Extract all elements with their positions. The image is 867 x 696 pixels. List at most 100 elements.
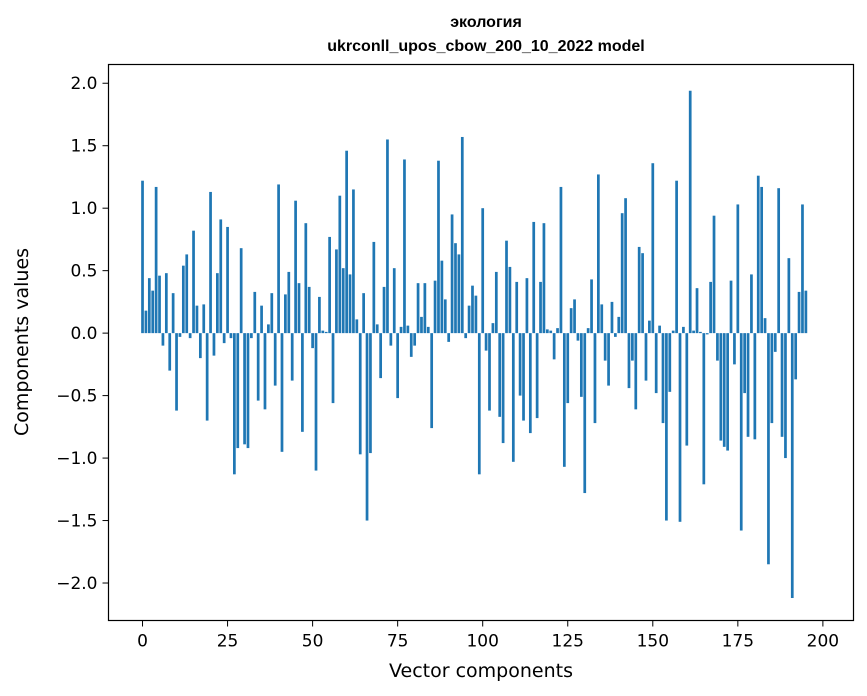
bar <box>477 333 481 475</box>
bar <box>508 266 512 334</box>
bar <box>484 333 488 351</box>
bar <box>505 240 508 334</box>
bar <box>753 333 757 440</box>
bar <box>528 333 532 434</box>
x-tick-label: 200 <box>807 632 839 652</box>
y-tick-label: 0.0 <box>70 324 97 344</box>
bar <box>348 274 352 334</box>
bar <box>607 333 610 386</box>
bar <box>600 304 604 334</box>
bar <box>464 333 468 339</box>
bar <box>352 189 355 334</box>
bar <box>202 304 206 334</box>
bar <box>168 333 172 371</box>
bar <box>627 333 631 389</box>
bar <box>535 333 539 419</box>
bar <box>318 296 321 334</box>
bar <box>413 333 417 346</box>
bar <box>739 333 743 531</box>
bar <box>770 333 774 424</box>
bar <box>420 316 423 334</box>
bar <box>559 186 563 334</box>
bar <box>372 241 376 334</box>
bar <box>151 290 155 334</box>
bar <box>290 333 294 381</box>
y-tick-label: −1.0 <box>56 449 97 469</box>
bar <box>236 333 240 449</box>
bar <box>692 330 695 334</box>
bar <box>144 310 148 334</box>
bar <box>501 333 505 444</box>
bar <box>430 333 434 429</box>
bar <box>389 333 393 346</box>
bar <box>583 333 587 494</box>
bar <box>719 333 723 441</box>
bar <box>488 333 491 411</box>
bar <box>192 230 195 334</box>
bar <box>610 301 614 334</box>
bar <box>409 333 413 357</box>
bar <box>454 243 457 334</box>
bar <box>729 280 733 334</box>
bar <box>481 208 485 334</box>
bar <box>158 275 161 334</box>
bar <box>590 279 593 334</box>
bar <box>141 180 144 334</box>
bar <box>699 331 702 334</box>
bar <box>443 299 447 334</box>
bar <box>297 283 301 334</box>
y-tick-label: −0.5 <box>56 387 97 407</box>
bar <box>185 254 189 334</box>
bar <box>712 215 716 334</box>
x-tick-label: 50 <box>302 632 324 652</box>
bar <box>542 223 546 334</box>
bar <box>773 333 777 352</box>
bar <box>576 333 580 341</box>
bar <box>209 191 212 334</box>
bar <box>246 333 250 449</box>
bar <box>634 333 638 410</box>
bar <box>556 328 559 334</box>
bar <box>433 280 437 334</box>
bar <box>631 333 634 361</box>
bar <box>345 150 348 334</box>
bar <box>648 320 651 334</box>
bar <box>239 248 243 334</box>
bar <box>801 204 804 334</box>
bar <box>328 236 331 334</box>
bar <box>386 139 389 334</box>
bar <box>280 333 284 452</box>
bar <box>688 90 692 334</box>
bar <box>256 333 260 401</box>
x-tick-label: 0 <box>137 632 148 652</box>
bar <box>284 294 287 334</box>
bar <box>355 319 359 334</box>
bar <box>304 223 308 334</box>
x-tick-label: 100 <box>466 632 498 652</box>
bar <box>804 290 808 334</box>
bar <box>379 333 383 379</box>
bar <box>491 323 495 334</box>
bars-group <box>141 90 808 599</box>
bar <box>314 333 318 471</box>
bar <box>695 288 699 334</box>
bar <box>671 330 675 334</box>
x-axis-ticks: 0 25 50 75 100 125 150 175 200 <box>137 620 839 652</box>
bar <box>668 333 672 392</box>
bar <box>311 333 314 349</box>
bar <box>736 204 740 334</box>
bar <box>593 333 597 424</box>
bar <box>338 195 342 334</box>
bar <box>678 333 682 522</box>
bar <box>780 333 784 437</box>
bar <box>685 333 689 446</box>
x-tick-label: 175 <box>722 632 754 652</box>
bar <box>324 331 328 334</box>
bar <box>301 333 304 432</box>
x-tick-label: 125 <box>552 632 584 652</box>
bar <box>362 293 365 334</box>
bar <box>440 260 444 334</box>
bar <box>277 184 280 334</box>
bar <box>195 305 199 334</box>
